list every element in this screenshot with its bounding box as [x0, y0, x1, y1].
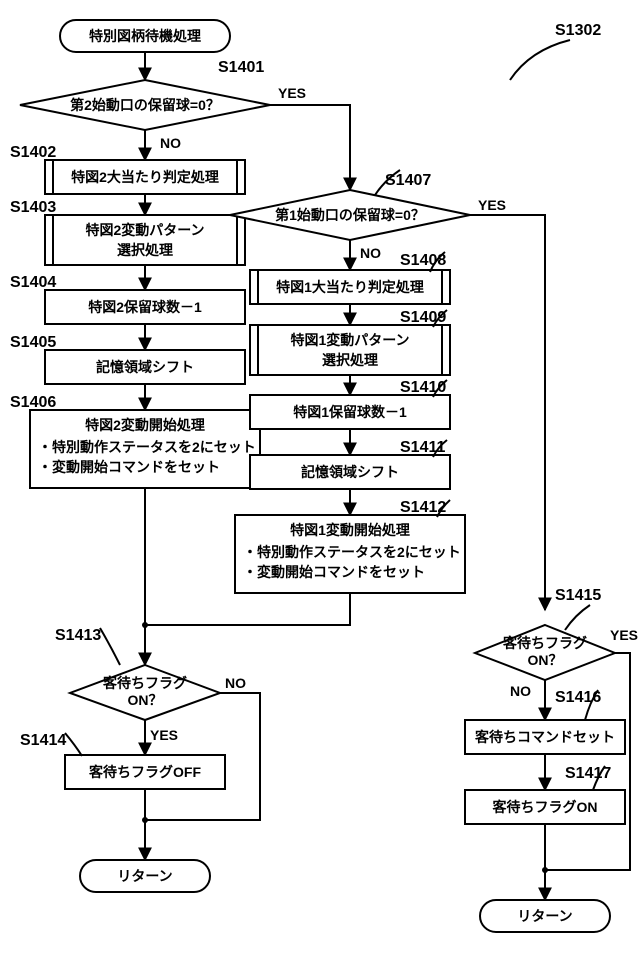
- step-s1401: S1401: [218, 59, 264, 76]
- edge: [470, 215, 545, 610]
- terminator-start-label: 特別図柄待機処理: [89, 28, 201, 44]
- flowchart-canvas: S1302 特別図柄待機処理 第2始動口の保留球=0？ S1401 YES NO…: [0, 0, 640, 973]
- proc-p1412-l3: ・変動開始コマンドをセット: [243, 564, 425, 580]
- step-s1407: S1407: [385, 172, 431, 189]
- proc-p1406-l1: 特図2変動開始処理: [85, 417, 205, 433]
- edge-no-d1413: NO: [225, 675, 246, 691]
- step-s1408: S1408: [400, 252, 446, 269]
- step-s1406: S1406: [10, 394, 56, 411]
- proc-p1409-l1: 特図1変動パターン: [290, 332, 409, 348]
- step-s1415: S1415: [555, 587, 601, 604]
- proc-p1408-label: 特図1大当たり判定処理: [276, 279, 424, 295]
- proc-p1409-l2: 選択処理: [322, 352, 378, 368]
- proc-p1406-l2: ・特別動作ステータスを2にセット: [38, 439, 256, 455]
- edge-yes: YES: [278, 85, 306, 101]
- ref-s1414: [65, 733, 82, 756]
- edge: [545, 653, 630, 870]
- edge-no: NO: [160, 135, 181, 151]
- edge-no-d1415: NO: [510, 683, 531, 699]
- ref-curve-s1302: [510, 40, 570, 80]
- proc-p1412-l2: ・特別動作ステータスを2にセット: [243, 544, 461, 560]
- proc-p1410-label: 特図1保留球数－1: [293, 404, 407, 420]
- edge: [145, 593, 350, 625]
- proc-p1403-l2: 選択処理: [117, 242, 173, 258]
- decision-d1415-l2: ON？: [528, 652, 563, 668]
- step-s1404: S1404: [10, 274, 56, 291]
- proc-p1404-label: 特図2保留球数－1: [88, 299, 202, 315]
- edge-yes-d1413: YES: [150, 727, 178, 743]
- proc-p1405-label: 記憶領域シフト: [96, 359, 194, 375]
- decision-d1401-label: 第2始動口の保留球=0？: [70, 97, 220, 113]
- proc-p1406-l3: ・変動開始コマンドをセット: [38, 459, 220, 475]
- junction: [142, 817, 148, 823]
- step-s1405: S1405: [10, 334, 56, 351]
- proc-p1417-label: 客待ちフラグON: [492, 799, 598, 815]
- decision-d1407-label: 第1始動口の保留球=0？: [275, 207, 425, 223]
- proc-p1411-label: 記憶領域シフト: [301, 464, 399, 480]
- decision-d1415-l1: 客待ちフラグ: [502, 635, 587, 651]
- step-s1403: S1403: [10, 199, 56, 216]
- step-s1414: S1414: [20, 732, 66, 749]
- edge-yes-d1407: YES: [478, 197, 506, 213]
- step-s1302: S1302: [555, 22, 601, 39]
- proc-p1412-l1: 特図1変動開始処理: [290, 522, 410, 538]
- proc-p1402-label: 特図2大当たり判定処理: [71, 169, 219, 185]
- step-s1413: S1413: [55, 627, 101, 644]
- ref-s1413: [100, 628, 120, 665]
- decision-d1413-l1: 客待ちフラグ: [102, 675, 187, 691]
- proc-p1414-label: 客待ちフラグOFF: [88, 764, 201, 780]
- terminator-return2-label: リターン: [517, 908, 572, 924]
- edge-yes-d1415: YES: [610, 627, 638, 643]
- proc-p1403-l1: 特図2変動パターン: [85, 222, 204, 238]
- junction: [542, 867, 548, 873]
- edge-no-d1407: NO: [360, 245, 381, 261]
- decision-d1413-l2: ON？: [128, 692, 163, 708]
- proc-p1416-label: 客待ちコマンドセット: [474, 729, 615, 745]
- edge: [270, 105, 350, 190]
- terminator-return1-label: リターン: [117, 868, 172, 884]
- step-s1402: S1402: [10, 144, 56, 161]
- ref-s1415: [565, 605, 590, 630]
